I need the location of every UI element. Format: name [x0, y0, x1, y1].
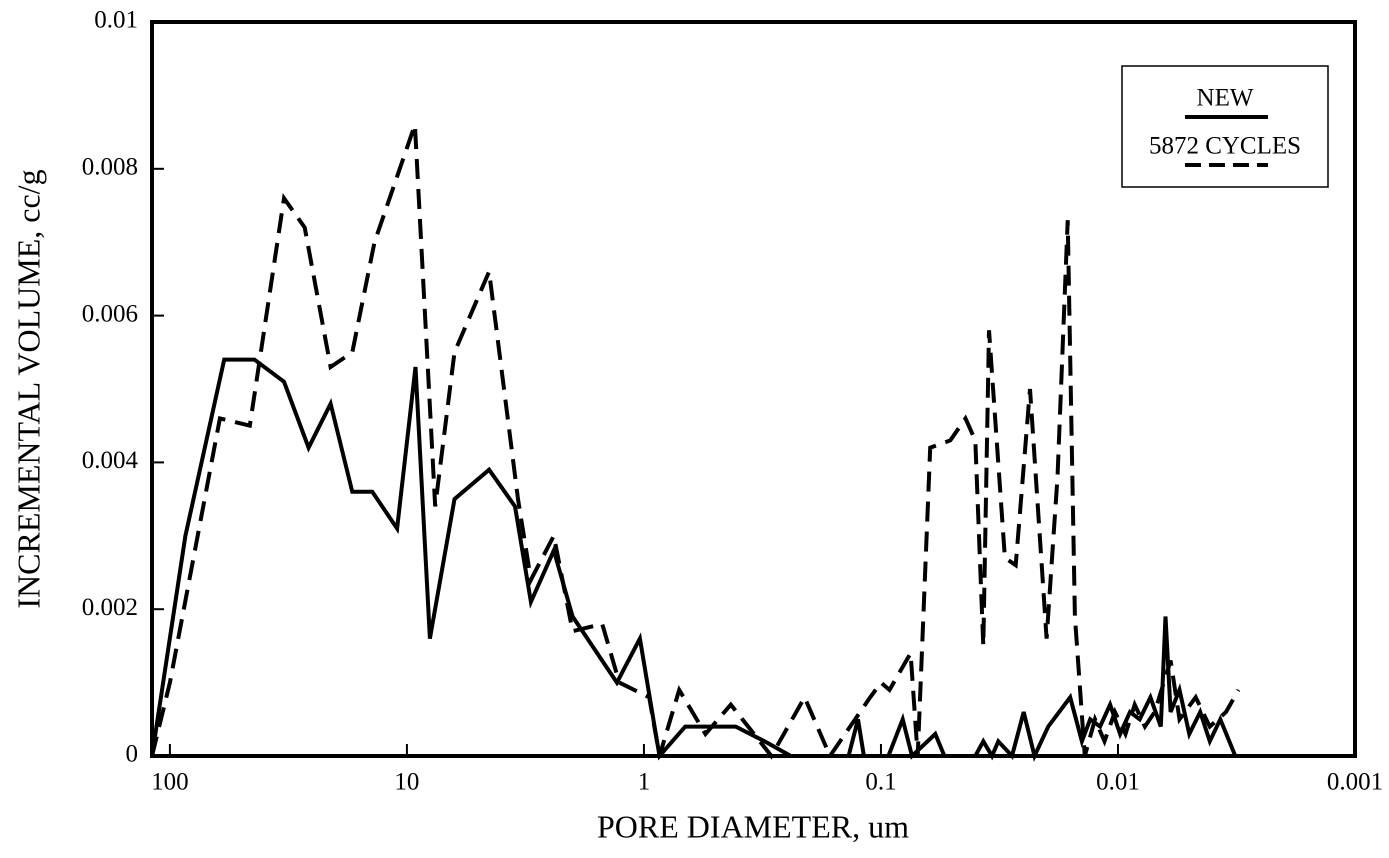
legend-label: 5872 CYCLES [1149, 133, 1301, 160]
x-tick-label: 0.01 [1096, 769, 1140, 796]
x-tick-label: 10 [394, 769, 419, 796]
series-line [150, 357, 1238, 762]
x-axis-label: PORE DIAMETER, um [597, 808, 909, 844]
y-tick-label: 0.002 [82, 594, 138, 621]
x-tick-label: 100 [151, 769, 189, 796]
y-tick-label: 0.004 [82, 447, 139, 474]
x-tick-label: 0.1 [865, 769, 896, 796]
y-tick-label: 0.008 [82, 154, 138, 181]
y-tick-label: 0 [126, 741, 139, 768]
y-tick-label: 0.006 [82, 300, 138, 327]
y-tick-label: 0.01 [94, 7, 138, 34]
series-line [150, 124, 1241, 761]
legend-label: NEW [1197, 85, 1254, 112]
y-axis-label: INCREMENTAL VOLUME, cc/g [10, 169, 46, 608]
x-tick-label: 0.001 [1327, 769, 1383, 796]
plot-frame [150, 20, 1357, 758]
x-tick-label: 1 [638, 769, 651, 796]
